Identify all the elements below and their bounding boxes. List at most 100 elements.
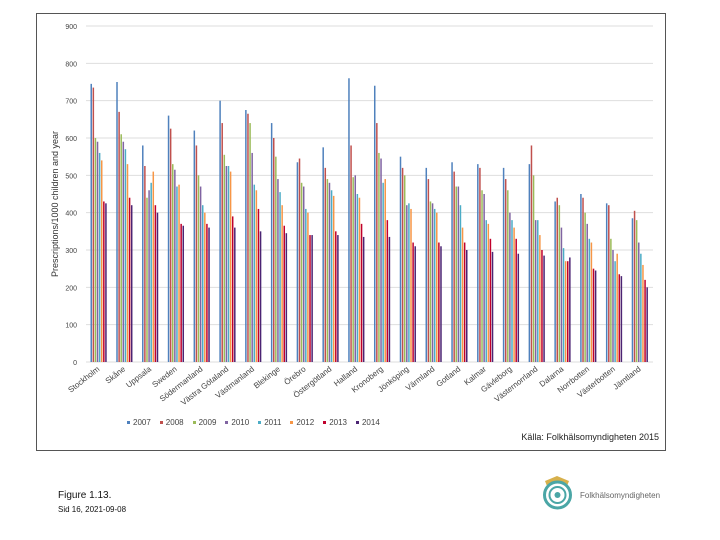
- bar-2009: [403, 175, 406, 362]
- logo-text: Folkhälsomyndigheten: [580, 491, 661, 500]
- bar-2010: [431, 203, 434, 362]
- bar-2008: [272, 138, 275, 362]
- bar-2010: [483, 194, 485, 362]
- chart-svg: 0 100 200 300 400 500 600 700 800 900 Stockholm Sk…: [50, 24, 653, 407]
- bar-2011: [176, 186, 178, 362]
- legend-label: 2008: [165, 418, 184, 427]
- bar-2010: [148, 190, 150, 362]
- bar-2012: [513, 227, 515, 362]
- legend-swatch: [192, 421, 196, 424]
- bar-2012: [307, 212, 309, 362]
- legend-swatch: [258, 421, 262, 424]
- legend-swatch: [323, 421, 327, 424]
- bar-2007: [167, 115, 170, 362]
- bar-2008: [221, 123, 223, 362]
- bar-2009: [610, 238, 612, 362]
- bar-2011: [485, 220, 487, 362]
- bar-2010: [612, 250, 614, 362]
- bar-2013: [515, 238, 517, 362]
- bar-2010: [586, 223, 588, 362]
- legend-label: 2009: [198, 418, 217, 427]
- bar-2008: [504, 179, 507, 362]
- bar-2011: [227, 166, 230, 362]
- bar-2008: [479, 167, 481, 362]
- bar-2008: [169, 128, 172, 362]
- bar-2013: [335, 231, 337, 362]
- bar-2014: [130, 205, 133, 362]
- legend-swatch: [127, 421, 130, 424]
- bar-2014: [388, 236, 391, 362]
- legend: 2007 2008 2009 2010 2011 2012 2013 2014: [127, 418, 380, 427]
- bar-2011: [588, 238, 591, 362]
- bar-2008: [376, 123, 378, 362]
- x-category-label: Gotland: [435, 364, 463, 388]
- bar-2014: [517, 253, 520, 362]
- bar-2011: [124, 149, 127, 362]
- bar-2009: [300, 182, 303, 362]
- bar-2007: [528, 164, 531, 362]
- bar-2010: [174, 169, 176, 362]
- bar-2012: [229, 171, 232, 362]
- y-tick-label: 300: [65, 248, 77, 255]
- bar-2007: [270, 123, 273, 362]
- bar-2007: [399, 156, 402, 362]
- bar-2012: [281, 205, 283, 362]
- bar-2014: [440, 246, 442, 362]
- bar-2011: [537, 220, 539, 362]
- bar-2013: [541, 250, 543, 362]
- bar-2008: [530, 145, 533, 362]
- bar-2011: [640, 253, 642, 362]
- bar-2011: [433, 208, 436, 362]
- bar-2011: [459, 205, 462, 362]
- bar-2011: [408, 203, 410, 362]
- bar-2009: [352, 177, 354, 362]
- bar-2010: [328, 182, 331, 362]
- bar-2011: [330, 190, 333, 362]
- bar-2007: [451, 162, 453, 362]
- legend-item-2010: 2010: [225, 418, 249, 427]
- bar-2014: [234, 227, 236, 362]
- bar-2011: [382, 182, 384, 362]
- bar-2009: [249, 123, 251, 362]
- bar-2012: [152, 171, 155, 362]
- bar-2014: [156, 212, 159, 362]
- bar-2011: [305, 208, 307, 362]
- bar-2012: [616, 253, 618, 362]
- bar-2011: [253, 184, 256, 362]
- bar-2007: [219, 100, 221, 363]
- bar-2009: [429, 201, 432, 362]
- bar-2012: [100, 160, 103, 362]
- bar-2014: [491, 251, 494, 362]
- bar-2011: [150, 182, 152, 362]
- bar-2012: [436, 212, 438, 362]
- bar-2014: [414, 246, 416, 362]
- bar-2010: [96, 141, 99, 362]
- x-category-label: Jämtland: [612, 364, 643, 391]
- y-tick-label: 200: [65, 285, 77, 292]
- y-tick-label: 100: [65, 323, 77, 330]
- bar-2012: [384, 179, 386, 362]
- bar-2013: [309, 235, 311, 362]
- bar-2009: [558, 205, 561, 362]
- bar-2009: [481, 190, 483, 362]
- bar-2010: [122, 141, 125, 362]
- bar-2013: [386, 220, 389, 362]
- bar-2013: [618, 274, 621, 362]
- bar-2013: [438, 242, 440, 362]
- y-tick-label: 500: [65, 173, 77, 180]
- bar-2008: [324, 167, 327, 362]
- y-tick-label: 0: [73, 360, 77, 367]
- bar-2009: [94, 138, 97, 362]
- bar-2008: [195, 145, 198, 362]
- bar-2014: [337, 235, 339, 362]
- folkhalsomyndigheten-logo: [543, 476, 572, 510]
- page-label: Sid 16, 2021-09-08: [58, 505, 127, 514]
- bar-2013: [360, 223, 363, 362]
- bar-2013: [257, 208, 260, 362]
- bar-2010: [354, 175, 357, 362]
- bar-2012: [332, 195, 335, 362]
- bar-2010: [638, 242, 640, 362]
- bar-2009: [532, 175, 535, 362]
- bar-2012: [410, 208, 412, 362]
- bar-2009: [197, 175, 200, 362]
